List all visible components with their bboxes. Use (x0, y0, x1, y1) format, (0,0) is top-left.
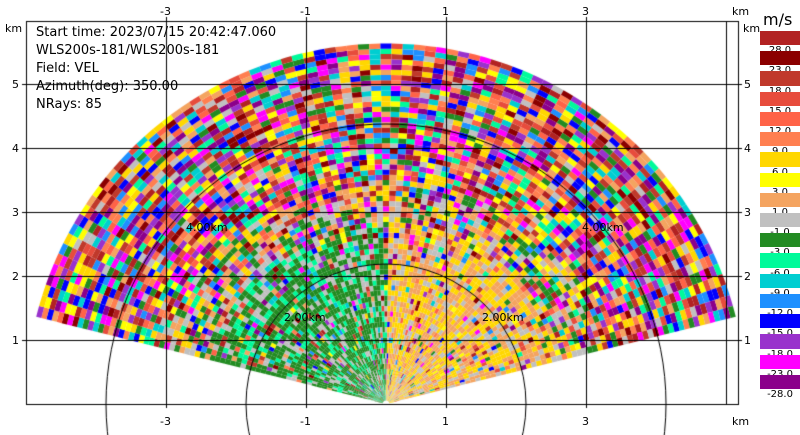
top-x-tick: 1 (442, 5, 449, 18)
bottom-x-tick: -1 (300, 415, 311, 428)
colorbar-swatch (760, 253, 800, 264)
colorbar-swatch (760, 192, 800, 203)
colorbar-swatch (760, 111, 800, 122)
top-x-tick: -3 (160, 5, 171, 18)
colorbar-label: 6.0 (760, 166, 800, 178)
colorbar-swatch (760, 71, 800, 82)
colorbar-swatch (760, 132, 800, 143)
colorbar-swatch (760, 172, 800, 183)
right-y-unit: km (743, 22, 761, 35)
colorbar-label: 23.0 (760, 65, 800, 77)
right-y-tick: 4 (744, 142, 751, 155)
colorbar-unit: m/s (763, 10, 793, 29)
colorbar-swatch (760, 91, 800, 102)
field-text: Field: VEL (36, 61, 99, 76)
nrays-text: NRays: 85 (36, 97, 102, 112)
colorbar-label: 9.0 (760, 146, 800, 158)
right-y-tick: 1 (744, 334, 751, 347)
colorbar-swatch (760, 51, 800, 62)
azimuth-text: Azimuth(deg): 350.00 (36, 79, 179, 94)
colorbar-swatch (760, 233, 800, 244)
left-y-tick: 1 (12, 334, 19, 347)
colorbar-label: -28.0 (760, 389, 800, 400)
bottom-x-tick: 1 (442, 415, 449, 428)
colorbar-label: 1.0 (760, 207, 800, 218)
right-y-tick: 5 (744, 78, 751, 91)
colorbar-label: 18.0 (760, 85, 800, 97)
colorbar-label: -6.0 (760, 267, 800, 279)
top-x-tick: -1 (300, 5, 311, 18)
colorbar-swatch (760, 152, 800, 163)
colorbar-label: -3.0 (760, 247, 800, 259)
top-x-unit: km (732, 5, 750, 18)
colorbar-swatch (760, 293, 800, 304)
right-y-tick: 2 (744, 270, 751, 283)
range-ring-label-right: 2.00km (482, 311, 524, 324)
colorbar-label: -18.0 (760, 348, 800, 360)
colorbar-label: 15.0 (760, 105, 800, 117)
top-x-tick: 3 (582, 5, 589, 18)
left-y-tick: 5 (12, 78, 19, 91)
colorbar-swatch (760, 314, 800, 325)
colorbar-label: -9.0 (760, 287, 800, 299)
range-ring-label-right: 4.00km (582, 221, 624, 234)
colorbar-swatch (760, 31, 800, 42)
right-y-tick: 3 (744, 206, 751, 219)
colorbar-swatch (760, 354, 800, 365)
colorbar: 28.0 23.0 18.0 15.0 12.0 9.0 6.0 3.0 1.0 -1.0 -3.0… (760, 31, 800, 400)
start-time-text: Start time: 2023/07/15 20:42:47.060 (36, 25, 277, 40)
colorbar-label: 28.0 (760, 45, 800, 57)
left-y-tick: 4 (12, 142, 19, 155)
bottom-x-tick: 3 (582, 415, 589, 428)
plot-info: Start time: 2023/07/15 20:42:47.060 WLS2… (36, 24, 276, 114)
colorbar-swatch (760, 374, 800, 385)
bottom-x-unit: km (732, 415, 750, 428)
colorbar-swatch (760, 213, 800, 224)
colorbar-label: -15.0 (760, 328, 800, 340)
range-ring-label-left: 4.00km (186, 221, 228, 234)
colorbar-label: -1.0 (760, 227, 800, 239)
bottom-x-tick: -3 (160, 415, 171, 428)
colorbar-swatch (760, 334, 800, 345)
colorbar-label: 12.0 (760, 126, 800, 138)
left-y-unit: km (5, 22, 23, 35)
colorbar-swatch (760, 273, 800, 284)
colorbar-label: -12.0 (760, 308, 800, 320)
left-y-tick: 2 (12, 270, 19, 283)
colorbar-label: -23.0 (760, 368, 800, 380)
station-text: WLS200s-181/WLS200s-181 (36, 43, 220, 58)
left-y-tick: 3 (12, 206, 19, 219)
range-ring-label-left: 2.00km (284, 311, 326, 324)
colorbar-label: 3.0 (760, 186, 800, 198)
